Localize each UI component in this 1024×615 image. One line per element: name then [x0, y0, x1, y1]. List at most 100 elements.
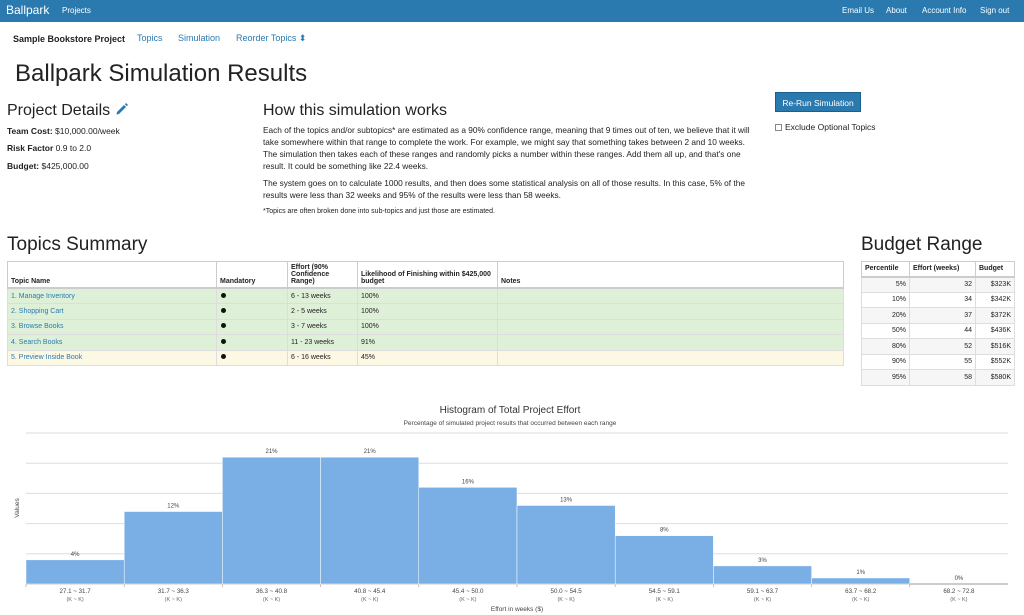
mandatory-dot-icon	[221, 338, 226, 344]
likelihood-cell: 100%	[357, 318, 498, 335]
topic-link[interactable]: 1. Manage Inventory	[11, 292, 75, 300]
topics-header-row: Topic Name Mandatory Effort (90% Confide…	[7, 261, 844, 289]
project-name: Sample Bookstore Project	[13, 34, 126, 44]
topic-link[interactable]: 5. Preview Inside Book	[11, 354, 83, 362]
how-heading: How this simulation works	[263, 102, 448, 119]
histogram-bar	[25, 559, 125, 585]
table-row: 95% 58 $580K	[861, 369, 1015, 386]
mandatory-dot-icon	[221, 307, 226, 313]
likelihood-cell: 100%	[357, 287, 498, 304]
percentile-cell: 95%	[861, 369, 910, 386]
page-title: Ballpark Simulation Results	[15, 60, 308, 87]
rerun-simulation-button[interactable]: Re-Run Simulation	[775, 92, 861, 112]
effort-cell: 32	[909, 276, 976, 293]
budget-cell: $552K	[975, 353, 1015, 370]
nav-sign-out[interactable]: Sign out	[980, 6, 1010, 15]
bar-data-label: 4%	[71, 552, 80, 558]
percentile-cell: 5%	[861, 276, 910, 293]
histogram-bar	[222, 456, 321, 585]
x-tick-sublabel: (K ~ K)	[557, 597, 574, 603]
bar-data-label: 13%	[560, 497, 573, 503]
x-tick-sublabel: (K ~ K)	[754, 597, 771, 603]
bar-data-label: 21%	[265, 449, 278, 455]
x-tick-label: 63.7 ~ 68.2	[845, 588, 877, 595]
chart-title: Histogram of Total Project Effort	[440, 405, 581, 416]
budget-cell: $323K	[975, 276, 1015, 293]
col-likelihood: Likelihood of Finishing within $425,000 …	[357, 261, 498, 289]
topic-link[interactable]: 2. Shopping Cart	[11, 307, 64, 315]
table-row: 90% 55 $552K	[861, 353, 1015, 370]
bar-data-label: 8%	[660, 528, 669, 534]
percentile-cell: 80%	[861, 338, 910, 355]
percentile-cell: 90%	[861, 353, 910, 370]
percentile-cell: 50%	[861, 322, 910, 339]
effort-cell: 58	[909, 369, 976, 386]
effort-cell: 34	[909, 291, 976, 308]
mandatory-dot-icon	[221, 292, 226, 298]
how-footnote: *Topics are often broken done into sub-t…	[263, 208, 495, 215]
team-cost-label: Team Cost:	[7, 126, 53, 136]
x-tick-label: 68.2 ~ 72.8	[943, 588, 975, 595]
table-row: 2. Shopping Cart 2 - 5 weeks 100%	[7, 303, 844, 320]
budget-cell: $516K	[975, 338, 1015, 355]
budget-cell: $580K	[975, 369, 1015, 386]
effort-cell: 3 - 7 weeks	[287, 318, 358, 335]
histogram-bar	[614, 535, 714, 585]
y-axis-label: Values	[14, 498, 21, 518]
exclude-optional-checkbox[interactable]: Exclude Optional Topics	[775, 122, 876, 132]
likelihood-cell: 100%	[357, 303, 498, 320]
effort-cell: 55	[909, 353, 976, 370]
bar-data-label: 1%	[856, 570, 865, 576]
topic-link[interactable]: 4. Search Books	[11, 338, 63, 346]
top-navbar: Ballpark Projects Email Us About Account…	[0, 0, 1024, 22]
x-tick-sublabel: (K ~ K)	[361, 597, 378, 603]
notes-cell	[497, 287, 844, 304]
col-percentile: Percentile	[861, 261, 910, 278]
col-budget: Budget	[975, 261, 1015, 278]
effort-histogram-chart: Histogram of Total Project Effort Percen…	[14, 405, 1008, 613]
nav-about[interactable]: About	[886, 6, 907, 15]
effort-cell: 37	[909, 307, 976, 324]
table-row: 1. Manage Inventory 6 - 13 weeks 100%	[7, 287, 844, 304]
brand-logo[interactable]: Ballpark	[6, 3, 50, 17]
x-tick-sublabel: (K ~ K)	[165, 597, 182, 603]
notes-cell	[497, 303, 844, 320]
budget-cell: $372K	[975, 307, 1015, 324]
risk-factor-label: Risk Factor	[7, 143, 54, 153]
topic-link[interactable]: 3. Browse Books	[11, 323, 64, 331]
likelihood-cell: 91%	[357, 334, 498, 351]
mandatory-dot-icon	[221, 323, 226, 329]
project-subnav: Sample Bookstore Project Topics Simulati…	[0, 22, 1024, 54]
histogram-bar	[123, 511, 223, 585]
tab-simulation[interactable]: Simulation	[178, 33, 221, 43]
col-effort: Effort (90% Confidence Range)	[287, 261, 358, 289]
risk-factor: Risk Factor 0.9 to 2.0	[7, 143, 91, 153]
budget: Budget: $425,000.00	[7, 161, 89, 171]
likelihood-cell: 45%	[357, 349, 498, 366]
tab-reorder-topics[interactable]: Reorder Topics ⬍	[236, 33, 307, 43]
budget-header-row: Percentile Effort (weeks) Budget	[861, 261, 1015, 278]
x-tick-sublabel: (K ~ K)	[459, 597, 476, 603]
tab-topics[interactable]: Topics	[137, 33, 163, 43]
table-row: 5% 32 $323K	[861, 276, 1015, 293]
x-tick-label: 27.1 ~ 31.7	[60, 588, 92, 595]
checkbox-box[interactable]	[775, 123, 782, 131]
team-cost-value: $10,000.00/week	[55, 126, 120, 136]
pencil-icon[interactable]	[115, 102, 129, 116]
effort-cell: 52	[909, 338, 976, 355]
nav-projects[interactable]: Projects	[62, 6, 91, 15]
bar-data-label: 3%	[758, 558, 767, 564]
col-topic-name: Topic Name	[7, 261, 217, 289]
x-axis-label: Effort in weeks ($)	[491, 606, 543, 613]
nav-account-info[interactable]: Account Info	[922, 6, 967, 15]
x-tick-sublabel: (K ~ K)	[950, 597, 967, 603]
nav-email-us[interactable]: Email Us	[842, 6, 875, 15]
effort-cell: 6 - 13 weeks	[287, 287, 358, 304]
effort-cell: 44	[909, 322, 976, 339]
x-tick-label: 31.7 ~ 36.3	[158, 588, 190, 595]
budget-cell: $342K	[975, 291, 1015, 308]
budget-value: $425,000.00	[41, 161, 89, 171]
how-paragraph-2: The system goes on to calculate 1000 res…	[263, 178, 745, 200]
histogram-bar	[320, 456, 420, 585]
project-details-heading: Project Details	[7, 102, 129, 120]
